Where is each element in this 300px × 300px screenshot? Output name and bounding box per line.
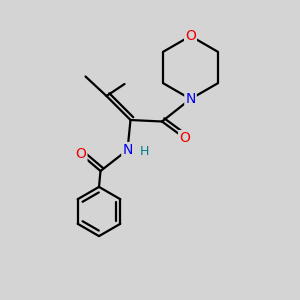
Text: O: O bbox=[179, 131, 190, 145]
Text: N: N bbox=[185, 92, 196, 106]
Text: N: N bbox=[122, 143, 133, 157]
Text: H: H bbox=[139, 145, 149, 158]
Text: O: O bbox=[185, 29, 196, 43]
Text: O: O bbox=[76, 148, 86, 161]
